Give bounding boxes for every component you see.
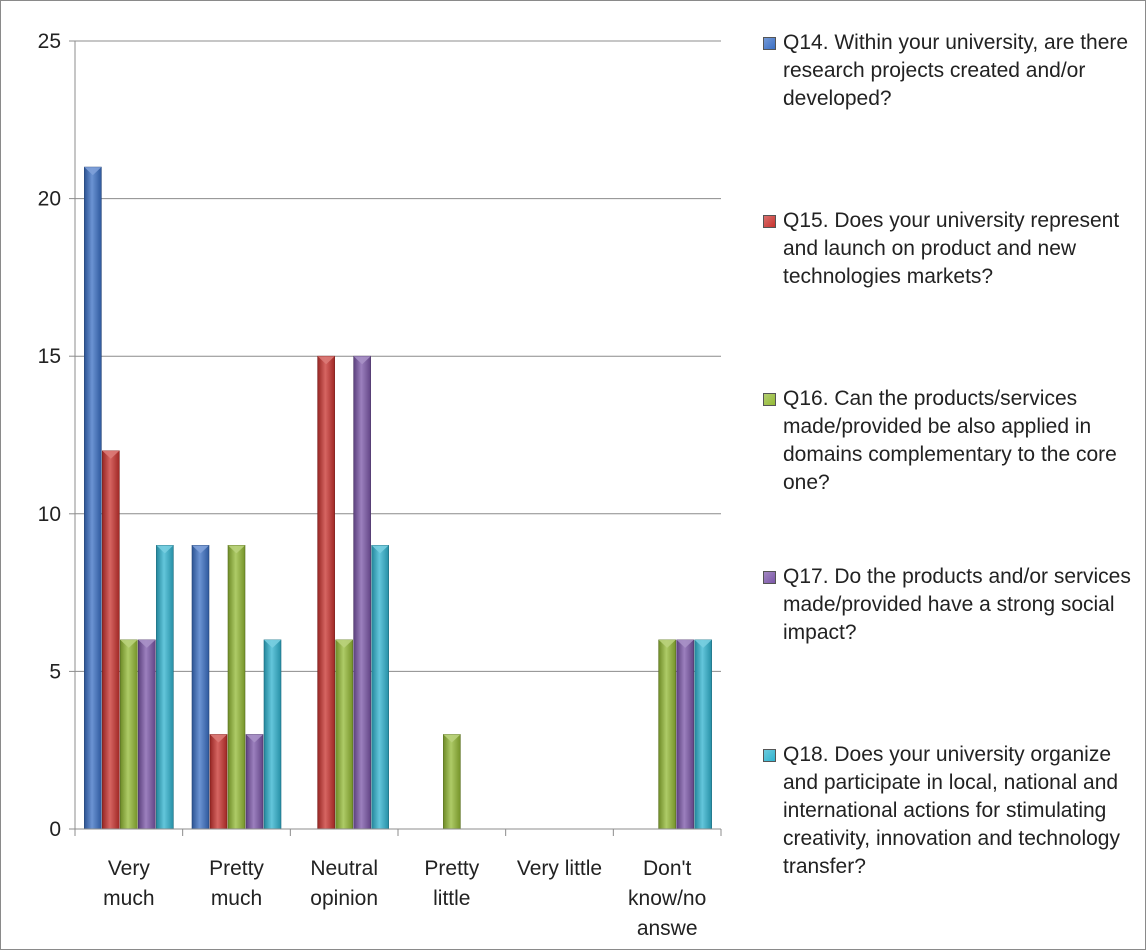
legend-item: Q15. Does your university represent and … (763, 207, 1143, 291)
bar (209, 734, 228, 830)
legend-swatch (763, 37, 776, 50)
legend-swatch (763, 571, 776, 584)
bar (371, 545, 389, 830)
bar (694, 639, 712, 830)
bar (658, 639, 676, 830)
category-label: know/no (628, 887, 706, 910)
category-label: Very little (517, 857, 602, 880)
bar (227, 545, 246, 830)
y-tick-label: 5 (49, 660, 61, 683)
bar (156, 545, 174, 830)
y-tick-label: 20 (38, 188, 61, 211)
category-label: answe (637, 917, 698, 940)
bar (676, 639, 694, 830)
axes (69, 40, 722, 836)
category-label: much (103, 887, 154, 910)
bar (443, 734, 461, 830)
legend-label: Q16. Can the products/services made/prov… (783, 387, 1117, 494)
bar (335, 639, 353, 830)
category-label: Don't (643, 857, 692, 880)
category-label: much (211, 887, 262, 910)
legend-swatch (763, 749, 776, 762)
bar (102, 450, 120, 830)
legend-item: Q17. Do the products and/or services mad… (763, 563, 1143, 647)
y-tick-label: 10 (38, 503, 61, 526)
legend-item: Q16. Can the products/services made/prov… (763, 385, 1143, 497)
axis-labels: 0 5 10 15 20 25 Very much Pretty much Neutral opini… (38, 30, 707, 940)
bar (138, 639, 156, 830)
category-label: Neutral (310, 857, 378, 880)
legend-label: Q15. Does your university represent and … (783, 209, 1120, 288)
bar (353, 355, 371, 830)
legend-label: Q18. Does your university organize and p… (783, 743, 1120, 878)
gridlines (75, 40, 721, 672)
category-label: Pretty (209, 857, 264, 880)
bars (84, 166, 712, 830)
category-label: Very (108, 857, 151, 880)
legend-label: Q17. Do the products and/or services mad… (783, 565, 1131, 644)
bar (317, 355, 335, 830)
bar (120, 639, 138, 830)
legend-item: Q14. Within your university, are there r… (763, 29, 1143, 113)
legend-label: Q14. Within your university, are there r… (783, 31, 1129, 110)
y-tick-label: 0 (49, 818, 61, 841)
category-label: Pretty (424, 857, 479, 880)
category-label: opinion (310, 887, 378, 910)
bar (191, 545, 210, 830)
legend-swatch (763, 215, 776, 228)
bar (84, 166, 102, 830)
bar (245, 734, 264, 830)
y-tick-label: 15 (38, 345, 61, 368)
legend-swatch (763, 393, 776, 406)
category-label: little (433, 887, 470, 910)
y-tick-label: 25 (38, 30, 61, 53)
bar (263, 639, 282, 830)
legend-item: Q18. Does your university organize and p… (763, 741, 1143, 881)
